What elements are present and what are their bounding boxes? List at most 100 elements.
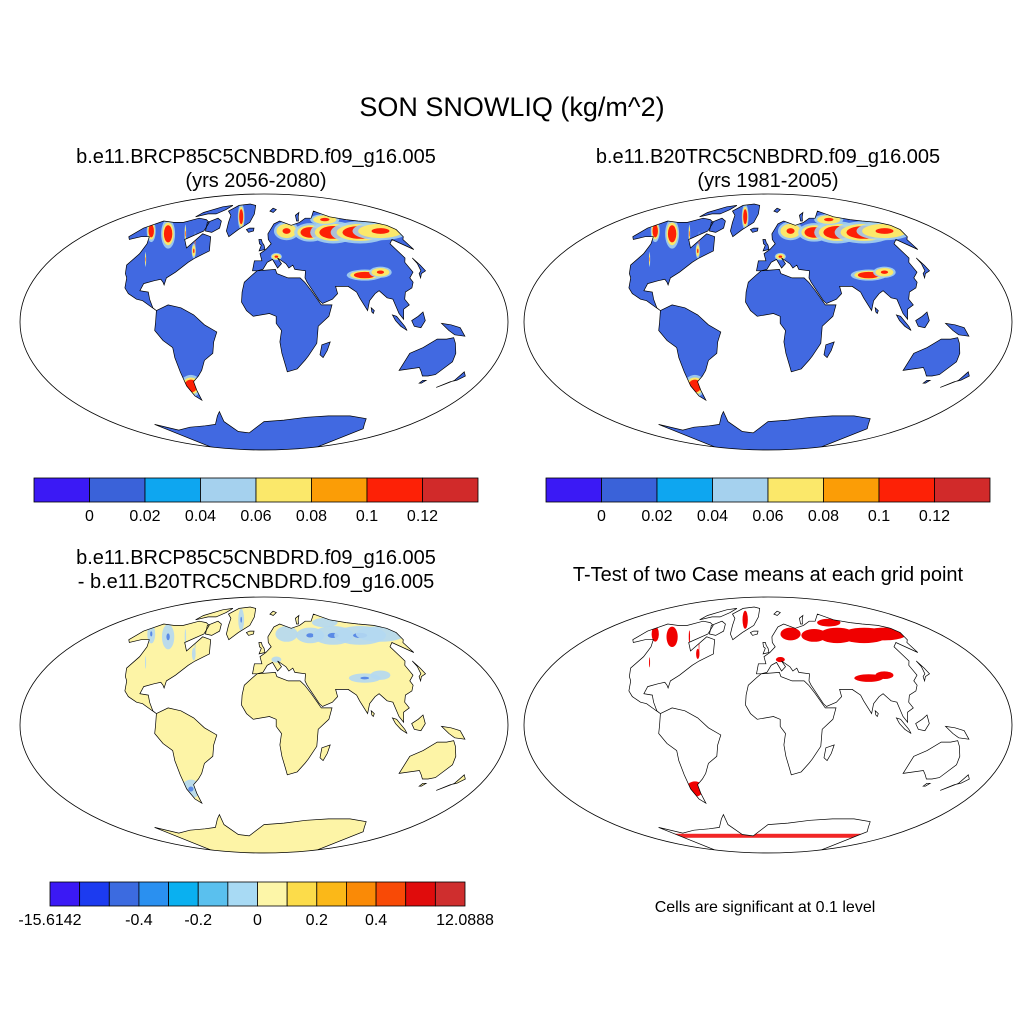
map-border	[19, 193, 509, 451]
colorbar-left-label: 0.12	[406, 508, 439, 525]
landmass-south-america	[658, 304, 721, 401]
colorbar-left-box	[33, 477, 90, 503]
landmass-antarctica	[658, 411, 871, 450]
landmass-sumatra	[392, 717, 408, 734]
colorbar-difference-label: -0.4	[125, 912, 153, 929]
landmass-arctic-islands	[195, 608, 233, 620]
landmass-borneo	[915, 312, 930, 328]
colorbar-difference-label: 0.2	[305, 912, 328, 929]
colorbar-left-box	[144, 477, 201, 503]
colorbar-right-box	[601, 477, 658, 503]
colorbar-difference-label: -15.6142	[18, 912, 82, 929]
landmass-new-guinea	[945, 323, 969, 337]
colorbar-difference-label: 0.4	[364, 912, 388, 929]
landmass-new-zealand	[940, 371, 970, 388]
colorbar-difference-box	[49, 881, 81, 907]
colorbar-right-box	[878, 477, 935, 503]
panel-title-historical: b.e11.B20TRC5CNBDRD.f09_g16.005 (yrs 198…	[512, 145, 1024, 193]
landmass-antarctica	[154, 814, 367, 853]
landmass-new-zealand	[940, 774, 970, 791]
landmass-australia	[399, 740, 456, 779]
map-border	[523, 193, 1013, 451]
colorbar-difference-label: 12.0888	[436, 912, 494, 929]
colorbar-difference-box	[197, 881, 229, 907]
landmass-north-america	[124, 218, 211, 311]
field-overlay	[628, 610, 970, 838]
colorbar-left-box	[422, 477, 479, 503]
colorbar-right-label: 0.12	[918, 508, 951, 525]
colorbar-right-box	[656, 477, 713, 503]
colorbar-difference-box	[286, 881, 318, 907]
colorbar-left-label: 0.08	[295, 508, 328, 525]
significance-note: Cells are significant at 0.1 level	[654, 899, 876, 916]
colorbar-difference-box	[316, 881, 347, 907]
colorbar-right-label: 0.08	[807, 508, 840, 525]
panel-title-line1: b.e11.BRCP85C5CNBDRD.f09_g16.005	[76, 146, 436, 168]
colorbar-left-label: 0.02	[129, 508, 161, 525]
colorbar-left-box	[89, 477, 146, 503]
colorbar-right-box	[545, 477, 602, 503]
panel-title-ttest: T-Test of two Case means at each grid po…	[512, 563, 1024, 587]
landmass-japan	[412, 661, 426, 681]
panel-title-line2: (yrs 2056-2080)	[185, 170, 327, 192]
colorbar-difference-box	[138, 881, 169, 907]
landmass-new-guinea	[441, 726, 465, 740]
landmass-arctic-islands	[699, 205, 737, 217]
landmass-australia	[903, 337, 960, 376]
map-panel-t-test	[523, 596, 1013, 854]
landmass-arctic-islands	[699, 608, 737, 620]
panel-title-future: b.e11.BRCP85C5CNBDRD.f09_g16.005 (yrs 20…	[0, 145, 512, 193]
colorbar-difference-box	[168, 881, 199, 907]
landmass-japan	[916, 661, 930, 681]
landmass-sumatra	[392, 314, 408, 331]
colorbar-difference-box	[257, 881, 288, 907]
landmass-sumatra	[896, 717, 912, 734]
colorbar-left-label: 0.04	[184, 508, 217, 525]
landmass-africa	[241, 269, 332, 372]
landmass-south-america	[154, 304, 217, 401]
colorbar-right-box	[767, 477, 824, 503]
landmass-madagascar	[320, 744, 331, 761]
panel-title-difference: b.e11.BRCP85C5CNBDRD.f09_g16.005 - b.e11…	[0, 546, 512, 594]
landmass-japan	[916, 258, 930, 278]
colorbar-right-box	[712, 477, 769, 503]
map-panel-historical-case	[523, 193, 1013, 451]
colorbar-right-box	[934, 477, 991, 503]
colorbar-difference-box	[79, 881, 110, 907]
landmass-australia	[903, 740, 960, 779]
landmass-australia	[399, 337, 456, 376]
colorbar-left	[33, 477, 479, 503]
panel-title-line1: b.e11.B20TRC5CNBDRD.f09_g16.005	[595, 146, 941, 168]
colorbar-right-box	[823, 477, 880, 503]
landmass-south-america	[658, 707, 721, 804]
landmass-antarctica	[154, 411, 367, 450]
colorbar-right-label: 0.02	[641, 508, 673, 525]
landmass-africa	[745, 672, 836, 775]
map-panel-future-case	[19, 193, 509, 451]
colorbar-left-box	[200, 477, 257, 503]
landmass-new-zealand	[436, 371, 466, 388]
landmass-madagascar	[824, 744, 835, 761]
landmass-arctic-islands	[195, 205, 233, 217]
colorbar-difference-box	[375, 881, 407, 907]
colorbar-difference-box	[108, 881, 140, 907]
colorbar-difference-label: 0	[253, 912, 262, 929]
landmass-madagascar	[824, 341, 835, 358]
colorbar-left-label: 0.1	[355, 508, 379, 525]
colorbar-difference	[49, 881, 466, 907]
colorbar-difference-box	[346, 881, 377, 907]
colorbar-right-label: 0	[597, 508, 606, 525]
colorbar-difference-box	[405, 881, 436, 907]
landmass-borneo	[915, 715, 930, 731]
landmass-africa	[241, 672, 332, 775]
colorbar-left-box	[255, 477, 312, 503]
landmass-japan	[412, 258, 426, 278]
panel-title-line1: b.e11.BRCP85C5CNBDRD.f09_g16.005	[76, 547, 436, 569]
main-title: SON SNOWLIQ (kg/m^2)	[359, 92, 665, 122]
colorbar-right-label: 0.1	[867, 508, 891, 525]
panel-title-line1: T-Test of two Case means at each grid po…	[572, 564, 964, 586]
colorbar-difference-box	[434, 881, 466, 907]
colorbar-left-label: 0	[85, 508, 94, 525]
landmass-new-zealand	[436, 774, 466, 791]
